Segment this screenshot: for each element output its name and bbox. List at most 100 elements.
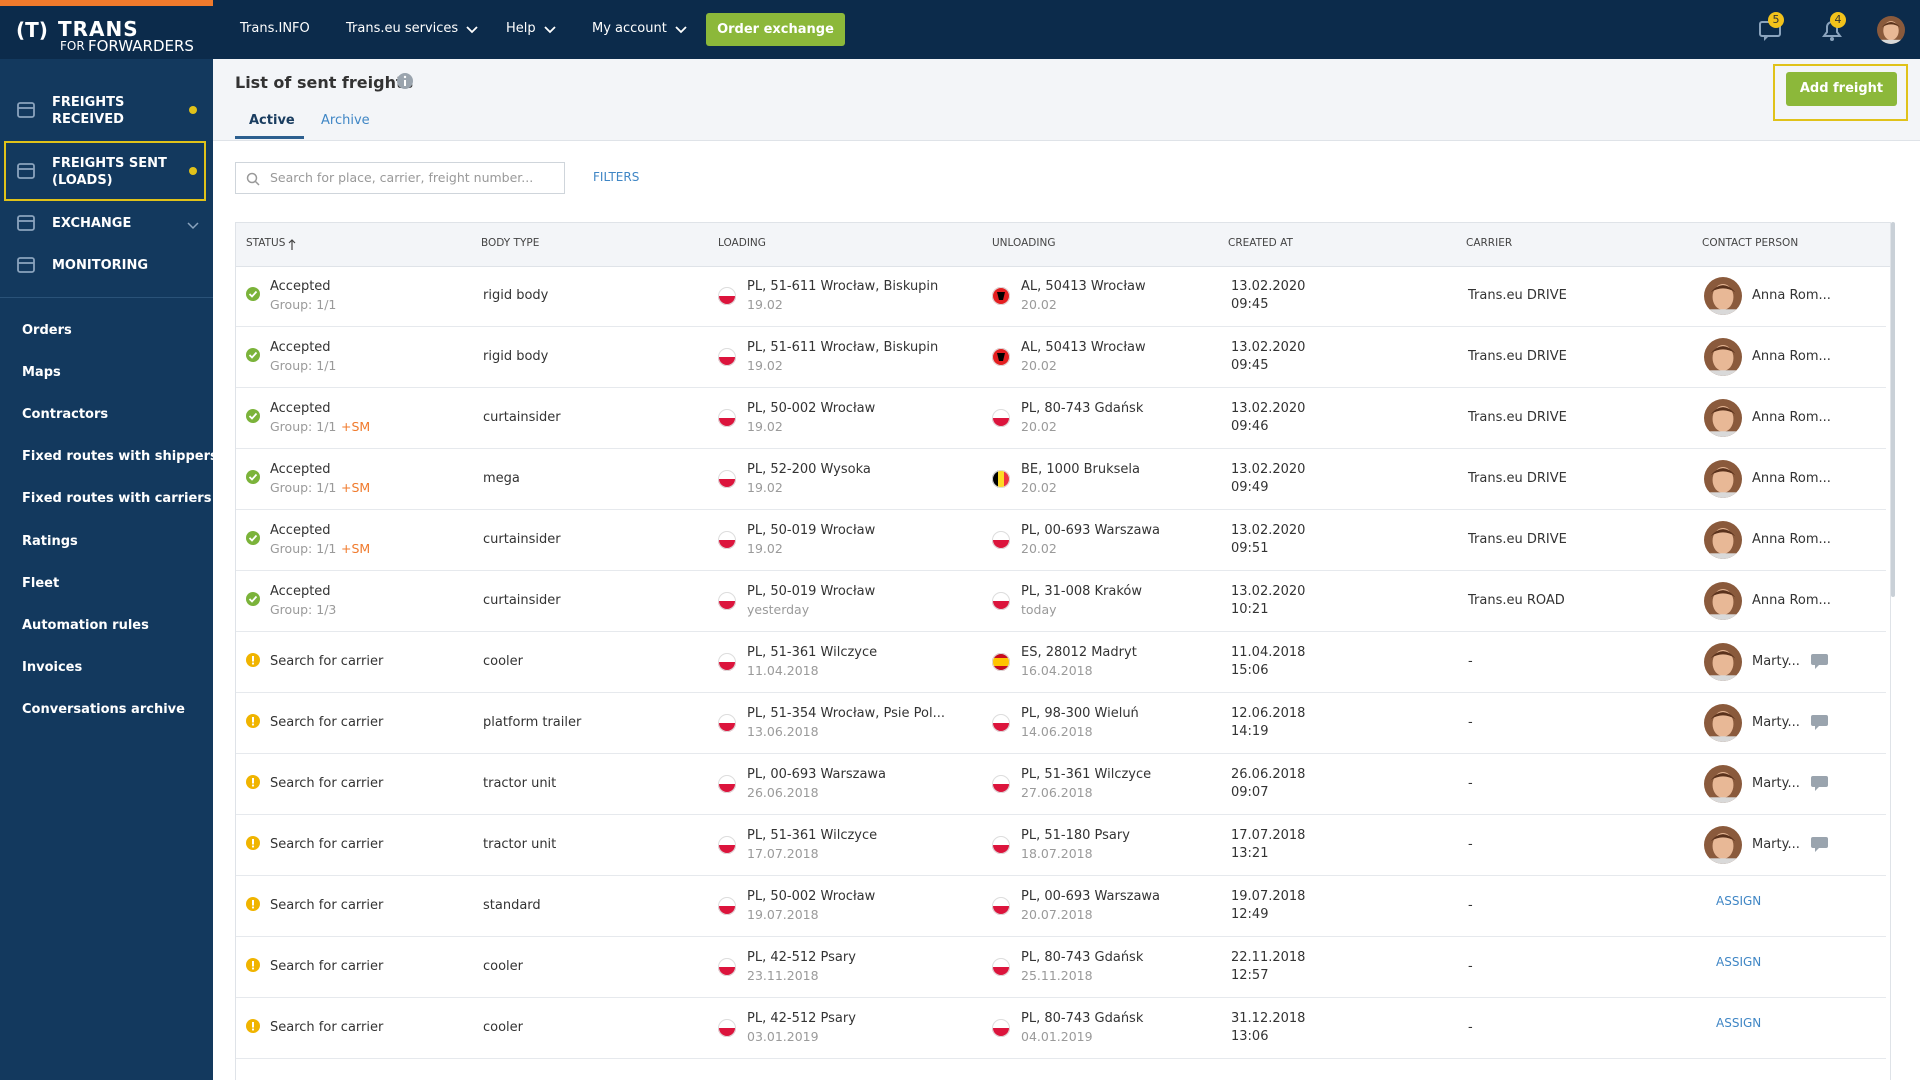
unload-place: PL, 80-743 Gdańsk <box>1021 950 1144 965</box>
search-placeholder: Search for place, carrier, freight numbe… <box>270 170 534 185</box>
carrier: - <box>1468 837 1473 852</box>
group: Group: 1/1 <box>270 297 337 312</box>
nav-link[interactable]: My account <box>592 21 667 36</box>
chat-icon[interactable] <box>1810 836 1830 858</box>
chat-icon[interactable] <box>1810 714 1830 736</box>
group: Group: 1/1 <box>270 541 337 556</box>
order-exchange-button[interactable]: Order exchange <box>706 13 845 46</box>
sidebar-link[interactable]: Fixed routes with carriers <box>22 491 212 507</box>
created-time: 09:45 <box>1231 297 1269 312</box>
chat-icon[interactable] <box>1810 653 1830 675</box>
column-header[interactable]: LOADING <box>718 237 766 249</box>
column-header[interactable]: BODY TYPE <box>481 237 540 249</box>
column-header[interactable]: STATUS <box>246 237 286 249</box>
logo-tagline: FORWARDERS <box>88 37 194 55</box>
search-box[interactable] <box>235 162 565 194</box>
flag <box>718 836 736 858</box>
sidebar-link[interactable]: Contractors <box>22 407 109 423</box>
created-date: 13.02.2020 <box>1231 462 1306 477</box>
filters-link[interactable]: FILTERS <box>593 170 640 184</box>
table-frame <box>235 222 1891 1080</box>
load-date: 19.02 <box>747 419 783 434</box>
sidebar-divider <box>0 297 213 298</box>
menu-chevron <box>187 217 199 236</box>
status-dot <box>189 106 197 114</box>
page-title: List of sent freights <box>235 73 414 92</box>
contact-name: Marty... <box>1752 715 1800 730</box>
sm-tag: +SM <box>341 541 371 556</box>
sidebar-link[interactable]: Fleet <box>22 575 60 591</box>
load-date: 19.02 <box>747 541 783 556</box>
sidebar-link[interactable]: Fixed routes with shippers <box>22 449 218 465</box>
carrier: - <box>1468 1020 1473 1035</box>
row-divider <box>236 631 1886 632</box>
sidebar-link[interactable]: Ratings <box>22 533 78 549</box>
load-place: PL, 51-354 Wrocław, Psie Pol... <box>747 706 945 721</box>
column-header[interactable]: UNLOADING <box>992 237 1056 249</box>
menu-item[interactable]: FREIGHTS RECEIVED <box>52 95 125 127</box>
menu-item[interactable]: EXCHANGE <box>52 216 132 231</box>
contact-name: Marty... <box>1752 776 1800 791</box>
menu-item[interactable]: MONITORING <box>52 258 149 273</box>
assign-link[interactable]: ASSIGN <box>1716 955 1762 969</box>
unload-place: PL, 51-180 Psary <box>1021 828 1130 843</box>
created-time: 09:45 <box>1231 358 1269 373</box>
status-icon <box>246 896 260 915</box>
menu-item[interactable]: FREIGHTS SENT (LOADS) <box>52 156 167 188</box>
assign-link[interactable]: ASSIGN <box>1716 1016 1762 1030</box>
nav-link[interactable]: Trans.eu services <box>346 21 459 36</box>
info-icon <box>396 72 414 94</box>
sidebar-link[interactable]: Invoices <box>22 659 83 675</box>
unload-date: 20.02 <box>1021 480 1057 495</box>
unload-date: 20.07.2018 <box>1021 907 1093 922</box>
sidebar-link[interactable]: Automation rules <box>22 617 149 633</box>
nav-link[interactable]: Help <box>506 21 536 36</box>
load-place: PL, 51-361 Wilczyce <box>747 828 878 843</box>
status-icon <box>246 591 260 610</box>
contact-name: Anna Rom... <box>1752 349 1831 364</box>
created-date: 19.07.2018 <box>1231 889 1306 904</box>
unload-place: ES, 28012 Madryt <box>1021 645 1137 660</box>
row-divider <box>236 509 1886 510</box>
nav-link[interactable]: Trans.INFO <box>240 21 310 36</box>
unload-date: 04.01.2019 <box>1021 1029 1093 1044</box>
tab[interactable]: Active <box>249 113 295 128</box>
body-type: cooler <box>483 959 524 974</box>
status-icon <box>246 835 260 854</box>
unload-place: PL, 80-743 Gdańsk <box>1021 401 1144 416</box>
created-date: 11.04.2018 <box>1231 645 1306 660</box>
sidebar-link[interactable]: Orders <box>22 323 72 338</box>
status-icon <box>246 1018 260 1037</box>
load-date: 11.04.2018 <box>747 663 819 678</box>
sidebar-link[interactable]: Conversations archive <box>22 701 185 717</box>
flag <box>718 775 736 797</box>
load-date: yesterday <box>747 602 810 617</box>
unload-place: PL, 98-300 Wieluń <box>1021 706 1139 721</box>
flag <box>718 287 736 309</box>
unload-place: AL, 50413 Wrocław <box>1021 340 1146 355</box>
row-divider <box>236 326 1886 327</box>
chat-icon[interactable] <box>1810 775 1830 797</box>
column-header[interactable]: CARRIER <box>1466 237 1513 249</box>
row-divider <box>236 692 1886 693</box>
add-freight-button[interactable]: Add freight <box>1786 72 1897 106</box>
contact-name: Marty... <box>1752 837 1800 852</box>
flag <box>718 348 736 370</box>
body-type: curtainsider <box>483 410 561 425</box>
status: Search for carrier <box>270 1020 384 1035</box>
created-time: 15:06 <box>1231 663 1269 678</box>
tab[interactable]: Archive <box>321 113 370 128</box>
status: Search for carrier <box>270 654 384 669</box>
column-header[interactable]: CONTACT PERSON <box>1702 237 1799 249</box>
status: Search for carrier <box>270 959 384 974</box>
sidebar-link[interactable]: Maps <box>22 365 61 381</box>
column-header[interactable]: CREATED AT <box>1228 237 1293 249</box>
flag <box>992 592 1010 614</box>
assign-link[interactable]: ASSIGN <box>1716 894 1762 908</box>
contact-avatar <box>1704 277 1742 319</box>
created-time: 13:06 <box>1231 1029 1269 1044</box>
carrier: - <box>1468 654 1473 669</box>
load-date: 19.02 <box>747 358 783 373</box>
load-place: PL, 50-002 Wrocław <box>747 401 876 416</box>
load-place: PL, 51-611 Wrocław, Biskupin <box>747 340 939 355</box>
